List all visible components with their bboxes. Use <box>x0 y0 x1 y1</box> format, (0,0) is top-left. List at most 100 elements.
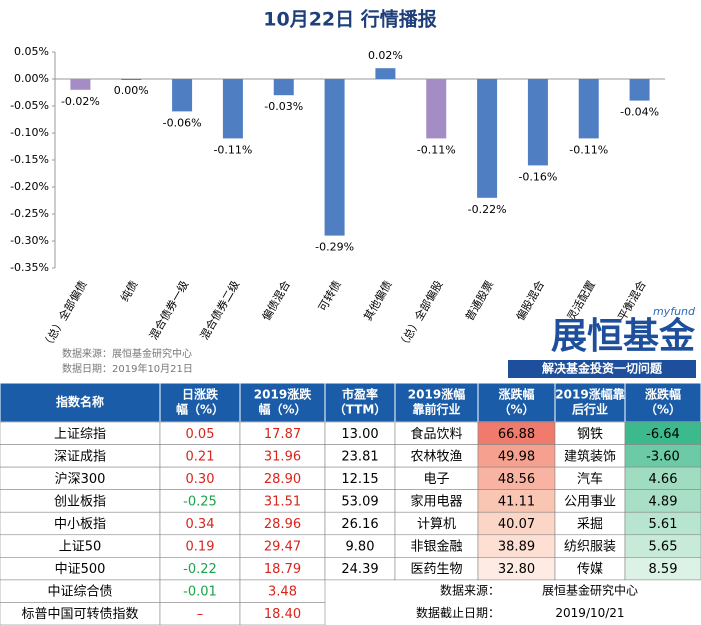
header-text: 幅（%） <box>176 402 224 417</box>
header-text: （TTM） <box>334 402 387 417</box>
cell-text: 18.40 <box>264 607 301 622</box>
cell-text: 28.96 <box>264 517 301 532</box>
header-text: 涨跌幅 <box>498 387 534 402</box>
header-text: 市盈率 <box>342 387 378 402</box>
cell-text: 26.16 <box>341 517 378 532</box>
y-tick-label: 0.00% <box>14 72 49 85</box>
header-text: （%） <box>645 402 681 417</box>
value-label: -0.02% <box>61 95 100 108</box>
cell-text: 医药生物 <box>410 562 462 577</box>
cell-text: -0.01 <box>183 585 217 600</box>
bar <box>172 79 193 112</box>
cell-text: 41.11 <box>498 494 535 509</box>
header-cell <box>159 382 241 423</box>
bar <box>375 68 396 79</box>
cell-text: 家用电器 <box>410 493 462 509</box>
cell-text: 4.89 <box>649 494 678 509</box>
cell-text: 40.07 <box>498 517 535 532</box>
cell-text: 钢铁 <box>577 427 603 442</box>
value-label: -0.11% <box>213 143 252 156</box>
x-tick-label: 其他偏债 <box>360 278 394 323</box>
cell-text: 计算机 <box>417 517 456 532</box>
cell-text: 0.21 <box>186 449 215 464</box>
value-label: -0.03% <box>264 100 303 113</box>
x-tick-label: 普通股票 <box>462 278 496 323</box>
cell <box>239 602 326 625</box>
cell-text: 53.09 <box>341 494 378 509</box>
cell-text: 标普中国可转债指数 <box>21 607 138 622</box>
cell-text: 上证综指 <box>54 427 106 442</box>
header-text: 靠前行业 <box>412 402 460 417</box>
cell-text: 0.05 <box>186 427 215 442</box>
header-text: 指数名称 <box>56 394 104 409</box>
cell-text: 18.79 <box>264 562 301 577</box>
cell-text: 32.80 <box>498 562 535 577</box>
cell-text: -0.25 <box>183 494 217 509</box>
cell-text: 创业板指 <box>54 494 106 509</box>
value-label: 0.02% <box>368 49 403 62</box>
cell <box>624 557 701 581</box>
bar <box>527 79 548 166</box>
logo-tag: myfund <box>653 305 696 318</box>
cell-text: 汽车 <box>577 471 603 487</box>
cell-text: 66.88 <box>498 427 535 442</box>
header-cell <box>554 382 626 423</box>
bar <box>324 79 345 236</box>
cell-text: 农林牧渔 <box>410 449 462 464</box>
cell-text: 0.19 <box>186 540 215 555</box>
value-label: 0.00% <box>114 84 149 97</box>
logo-banner <box>508 360 696 378</box>
cell-text: 48.56 <box>498 472 535 487</box>
cell-text: – <box>197 607 204 622</box>
value-label: -0.04% <box>620 106 659 119</box>
value-label: -0.11% <box>417 143 456 156</box>
note: 数据来源：展恒基金研究中心 <box>62 347 192 360</box>
bar <box>121 79 142 80</box>
value-label: -0.29% <box>315 241 354 254</box>
footer-value: 展恒基金研究中心 <box>542 583 638 598</box>
cell-text: 3.48 <box>268 585 297 600</box>
cell-text: 沪深300 <box>55 471 106 487</box>
logo-name: 展恒基金 <box>551 315 696 357</box>
value-label: -0.22% <box>468 203 507 216</box>
cell-text: 采掘 <box>577 517 603 532</box>
cell-text: 纺织服装 <box>564 540 616 555</box>
cell-text: 0.30 <box>186 472 215 487</box>
cell-text: 38.89 <box>498 540 535 555</box>
bar <box>70 79 91 90</box>
cell-text: 49.98 <box>498 449 535 464</box>
bar <box>578 79 599 139</box>
bar <box>222 79 243 139</box>
y-tick-label: -0.20% <box>10 180 49 193</box>
footer-value: 2019/10/21 <box>555 606 624 620</box>
cell-text: 建筑装饰 <box>564 448 616 464</box>
x-tick-label: 偏债混合 <box>259 278 293 323</box>
cell-text: 31.96 <box>264 449 301 464</box>
footer-label: 数据截止日期： <box>416 605 500 620</box>
header-text: 日涨跌 <box>182 387 219 402</box>
value-label: -0.11% <box>569 143 608 156</box>
x-tick-label: 偏股混合 <box>513 278 547 323</box>
cell-text: 31.51 <box>264 494 301 509</box>
header-text: （%） <box>498 402 534 417</box>
cell-text: 中证500 <box>55 562 106 577</box>
header-text: 涨跌幅 <box>645 387 681 402</box>
cell-text: 传媒 <box>577 562 603 577</box>
value-label: -0.06% <box>163 116 202 129</box>
cell-text: 29.47 <box>264 540 301 555</box>
footer-label: 数据来源： <box>440 583 500 598</box>
cell-text: -6.64 <box>646 427 680 442</box>
header-cell <box>477 382 556 423</box>
value-label: -0.16% <box>518 170 557 183</box>
x-tick-label: 混合债券一级 <box>146 278 191 342</box>
header-text: 幅（%） <box>258 402 306 417</box>
cell-text: 24.39 <box>341 562 378 577</box>
bar <box>273 79 294 96</box>
header-text: 2019涨幅靠 <box>555 387 624 402</box>
cell-text: 23.81 <box>341 449 378 464</box>
header-text: 2019涨幅 <box>408 387 465 402</box>
cell-text: 17.87 <box>264 427 301 442</box>
cell-text: 中小板指 <box>54 517 106 532</box>
y-tick-label: -0.15% <box>10 153 49 166</box>
